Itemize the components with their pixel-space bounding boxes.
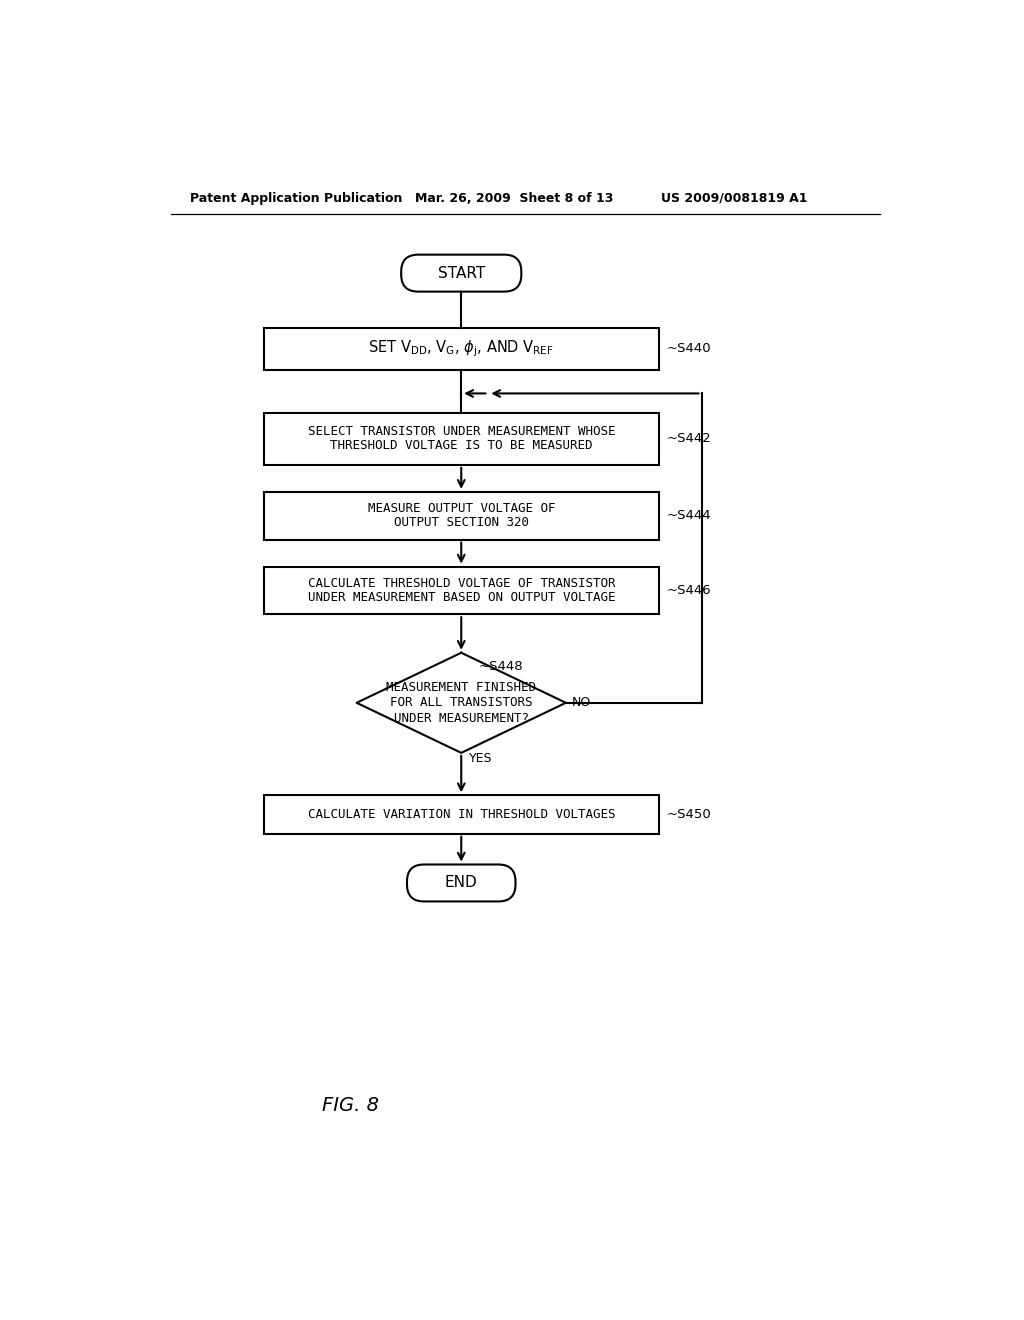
Text: YES: YES [469, 752, 493, 766]
Text: ~S442: ~S442 [667, 432, 712, 445]
Text: SET V$_{\rm DD}$, V$_{\rm G}$, $\phi$$_{\rm j}$, AND V$_{\rm REF}$: SET V$_{\rm DD}$, V$_{\rm G}$, $\phi$$_{… [369, 339, 554, 359]
Text: SELECT TRANSISTOR UNDER MEASUREMENT WHOSE: SELECT TRANSISTOR UNDER MEASUREMENT WHOS… [307, 425, 615, 438]
Bar [263, 566, 658, 614]
Text: MEASUREMENT FINISHED: MEASUREMENT FINISHED [386, 681, 537, 694]
Bar [263, 413, 658, 465]
FancyBboxPatch shape [401, 255, 521, 292]
Text: UNDER MEASUREMENT BASED ON OUTPUT VOLTAGE: UNDER MEASUREMENT BASED ON OUTPUT VOLTAG… [307, 591, 615, 603]
Text: END: END [444, 875, 477, 891]
Text: ~S440: ~S440 [667, 342, 712, 355]
Text: ~S450: ~S450 [667, 808, 712, 821]
FancyBboxPatch shape [407, 865, 515, 902]
Text: THRESHOLD VOLTAGE IS TO BE MEASURED: THRESHOLD VOLTAGE IS TO BE MEASURED [330, 440, 593, 453]
Text: ~S446: ~S446 [667, 583, 712, 597]
Text: Mar. 26, 2009  Sheet 8 of 13: Mar. 26, 2009 Sheet 8 of 13 [415, 191, 613, 205]
Text: FIG. 8: FIG. 8 [322, 1096, 379, 1115]
Text: US 2009/0081819 A1: US 2009/0081819 A1 [662, 191, 808, 205]
Bar [263, 327, 658, 370]
Text: UNDER MEASUREMENT?: UNDER MEASUREMENT? [394, 711, 528, 725]
Text: CALCULATE VARIATION IN THRESHOLD VOLTAGES: CALCULATE VARIATION IN THRESHOLD VOLTAGE… [307, 808, 615, 821]
Text: CALCULATE THRESHOLD VOLTAGE OF TRANSISTOR: CALCULATE THRESHOLD VOLTAGE OF TRANSISTO… [307, 577, 615, 590]
Text: Patent Application Publication: Patent Application Publication [190, 191, 402, 205]
Text: ~S444: ~S444 [667, 510, 712, 523]
Text: OUTPUT SECTION 320: OUTPUT SECTION 320 [394, 516, 528, 529]
Text: ~S448: ~S448 [478, 660, 523, 673]
Text: MEASURE OUTPUT VOLTAGE OF: MEASURE OUTPUT VOLTAGE OF [368, 502, 555, 515]
Text: FOR ALL TRANSISTORS: FOR ALL TRANSISTORS [390, 696, 532, 709]
Text: NO: NO [572, 696, 591, 709]
Text: START: START [437, 265, 485, 281]
Bar [263, 492, 658, 540]
Bar [263, 795, 658, 834]
